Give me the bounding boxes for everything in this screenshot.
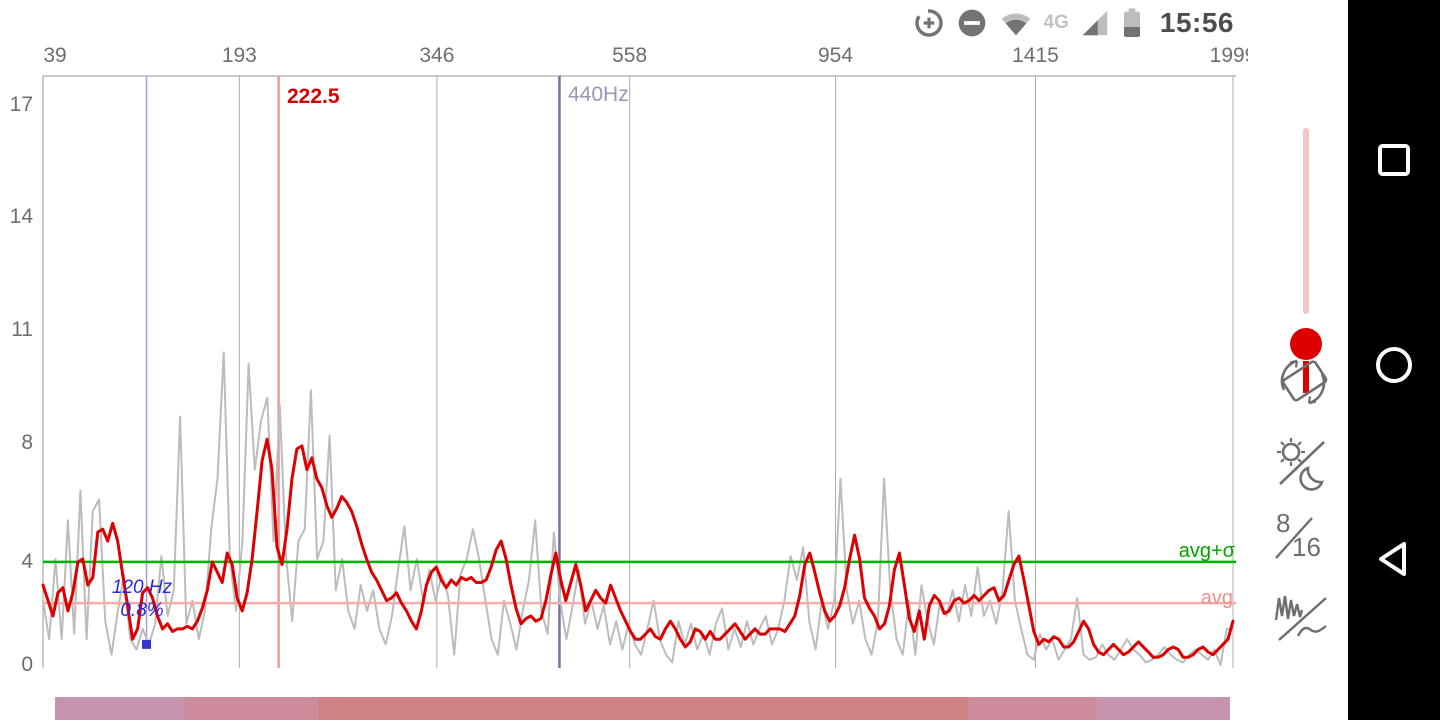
gain-slider-thumb[interactable] (1290, 328, 1322, 360)
marker-label-2225: 222.5 (287, 85, 340, 108)
back-button[interactable] (1372, 537, 1416, 581)
avg-sigma-line-label: avg+σ (1178, 540, 1235, 562)
gain-slider-fill (1303, 361, 1309, 393)
y-axis-tick-label: 11 (11, 317, 33, 341)
do-not-disturb-icon (956, 7, 988, 39)
x-axis-tick-label: 954 (818, 44, 854, 67)
data-saver-icon (913, 7, 945, 39)
wifi-icon (999, 8, 1033, 38)
bit-depth-icon: 8 16 (1272, 508, 1328, 568)
day-night-icon (1272, 434, 1336, 496)
spectrum-plot[interactable] (0, 0, 1260, 695)
rotate-screen-button[interactable] (1272, 351, 1336, 415)
gain-slider[interactable] (1276, 121, 1336, 411)
waveform-smoothing-icon (1272, 586, 1336, 648)
spectrogram-segment (55, 697, 185, 720)
y-axis-tick-label: 17 (9, 92, 33, 116)
recents-button[interactable] (1372, 138, 1416, 182)
marker-label-440hz: 440Hz (568, 83, 629, 106)
signal-strength-icon (1080, 8, 1110, 38)
x-axis-tick-label: 193 (221, 44, 257, 67)
spectrogram-segment (1096, 697, 1230, 720)
avg-line-label: avg (1200, 587, 1233, 609)
y-axis-tick-label: 8 (21, 430, 33, 454)
marker-point-120hz (142, 639, 152, 649)
spectrogram-segment (968, 697, 1096, 720)
y-axis-tick-label: 14 (9, 204, 33, 228)
bit-depth-numerator: 8 (1276, 508, 1291, 538)
x-axis-tick-label: 346 (419, 44, 455, 67)
marker-label-120hz: 120 Hz 0.8% (111, 577, 173, 621)
spectrogram-segment (185, 697, 318, 720)
recents-icon (1372, 144, 1416, 186)
day-night-toggle-button[interactable] (1272, 434, 1336, 498)
spectrogram-strip[interactable] (55, 697, 1230, 720)
home-button[interactable] (1372, 343, 1416, 387)
bit-depth-toggle-button[interactable]: 8 16 (1272, 508, 1336, 576)
bit-depth-denominator: 16 (1292, 532, 1321, 562)
smoothed-spectrum-curve (41, 437, 1235, 659)
x-axis-tick-label: 558 (612, 44, 648, 67)
battery-icon (1121, 7, 1143, 39)
rotate-screen-icon (1272, 351, 1336, 413)
android-nav-bar (1348, 0, 1440, 720)
gain-slider-track[interactable] (1303, 128, 1309, 314)
smoothing-toggle-button[interactable] (1272, 586, 1336, 650)
spectrogram-segment (318, 697, 968, 720)
x-axis-tick-label: 39 (43, 44, 67, 67)
x-axis-tick-label: 1415 (1012, 44, 1059, 67)
back-icon (1372, 542, 1416, 585)
clock: 15:56 (1159, 7, 1234, 38)
home-icon (1372, 347, 1416, 391)
side-toolbar: 8 16 (1248, 46, 1348, 697)
y-axis-tick-label: 0 (21, 653, 33, 676)
network-type-label: 4G (1043, 12, 1069, 33)
raw-spectrum-curve (42, 351, 1234, 666)
x-axis-tick-label: 1999 (1209, 44, 1257, 67)
status-bar: 4G 15:56 (0, 0, 1348, 46)
y-axis-tick-label: 4 (21, 549, 33, 573)
